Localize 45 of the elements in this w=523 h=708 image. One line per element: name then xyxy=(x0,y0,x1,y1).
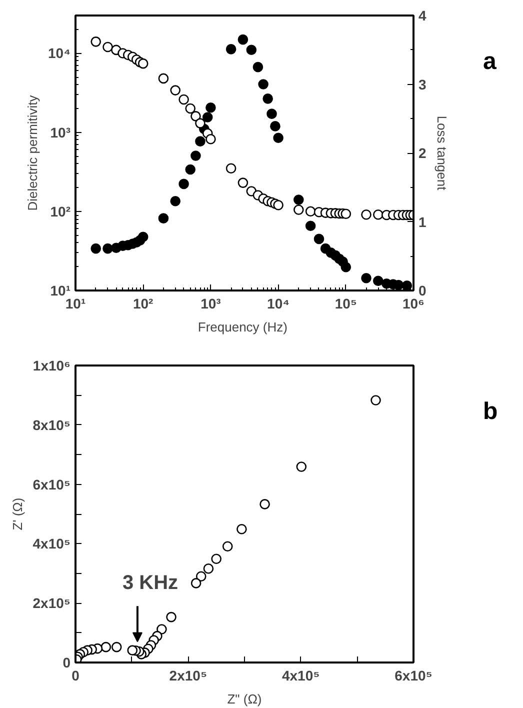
y2-tick-label: 1 xyxy=(418,214,426,230)
point xyxy=(196,571,206,582)
point xyxy=(190,578,202,588)
x-tick-label: 2x10⁵ xyxy=(169,668,208,684)
y-axis-title: Z' (Ω) xyxy=(10,498,25,530)
y-axis-title: Dielectric permitivity xyxy=(25,94,40,211)
x-tick-label: 10¹ xyxy=(65,296,86,312)
x-tick-label: 10⁶ xyxy=(402,296,425,312)
point xyxy=(100,642,112,652)
y2-tick-label: 0 xyxy=(418,282,426,298)
point xyxy=(111,642,122,652)
y-tick-label: 4x10⁵ xyxy=(32,536,71,552)
y-tick-label: 10³ xyxy=(50,124,71,140)
x-tick-label: 10⁴ xyxy=(267,296,290,312)
point xyxy=(211,554,222,564)
y-tick-label: 10² xyxy=(50,203,71,220)
y-tick-label: 0 xyxy=(62,654,71,670)
text: b xyxy=(483,397,498,427)
y-tick-label: 6x10⁵ xyxy=(32,476,71,492)
x-axis-title: Z" (Ω) xyxy=(227,692,262,706)
point xyxy=(127,645,138,656)
y-tick-label: 1x10⁶ xyxy=(32,358,71,374)
x-tick-label: 6x10⁵ xyxy=(394,668,432,684)
x-tick-label: 4x10⁵ xyxy=(282,668,320,684)
y-tick-label: 2x10⁵ xyxy=(32,595,71,612)
y2-axis-title: Loss tangent xyxy=(434,116,450,191)
y-tick-label: 8x10⁵ xyxy=(32,416,71,433)
point xyxy=(370,395,381,406)
y-tick-label: 10⁴ xyxy=(48,45,71,62)
x-tick-label: 10⁵ xyxy=(334,296,357,312)
point xyxy=(166,612,176,622)
y-tick-label: 10¹ xyxy=(50,282,71,298)
x-axis-title: Frequency (Hz) xyxy=(198,320,288,334)
point xyxy=(203,564,214,574)
annotation: 3 KHz xyxy=(122,572,178,594)
x-tick-label: 10³ xyxy=(200,296,222,312)
point xyxy=(296,462,307,472)
point xyxy=(260,499,270,510)
point xyxy=(236,524,247,534)
text: a xyxy=(483,47,496,77)
point xyxy=(222,541,233,552)
y2-tick-label: 3 xyxy=(418,76,426,92)
x-tick-label: 10² xyxy=(132,296,154,312)
y2-tick-label: 2 xyxy=(418,145,426,161)
y2-tick-label: 4 xyxy=(418,8,426,24)
